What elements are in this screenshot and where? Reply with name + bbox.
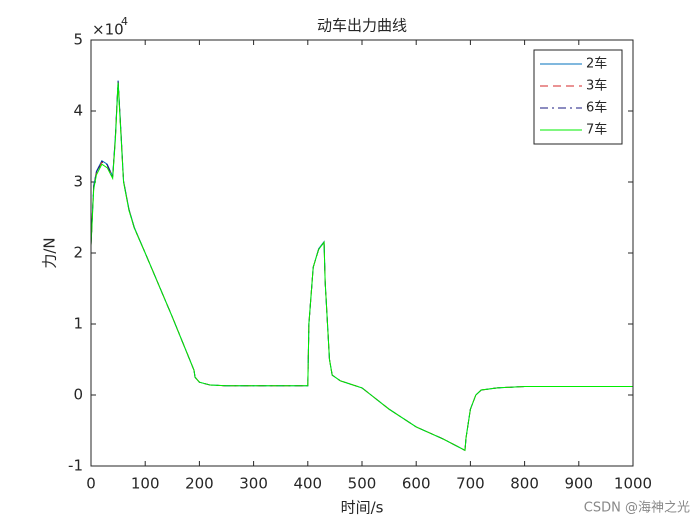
y-multiplier: ×10 [92,21,124,39]
y-axis-label: 力/N [41,237,59,268]
x-tick-label: 0 [86,475,96,493]
x-tick-label: 200 [185,475,214,493]
x-tick-label: 700 [456,475,485,493]
chart-title: 动车出力曲线 [317,17,407,35]
y-tick-label: 4 [73,102,83,120]
watermark: CSDN @海神之光 [584,501,690,516]
y-tick-label: -1 [68,457,83,475]
y-tick-label: 5 [73,31,83,49]
x-axis-label: 时间/s [341,499,384,517]
x-tick-label: 900 [564,475,593,493]
x-tick-label: 500 [348,475,377,493]
x-tick-label: 300 [239,475,268,493]
legend-label: 3车 [586,78,607,94]
x-tick-label: 400 [293,475,322,493]
x-tick-label: 100 [131,475,160,493]
legend-label: 7车 [586,122,607,138]
y-multiplier-power: 4 [121,15,128,28]
x-tick-label: 800 [510,475,539,493]
legend-box [533,49,623,145]
y-tick-label: 3 [73,173,83,191]
y-tick-label: 0 [73,386,83,404]
y-tick-label: 2 [73,244,83,262]
series-line [90,82,633,452]
legend-label: 6车 [586,100,607,116]
axes-box [90,39,634,467]
legend-label: 2车 [586,56,607,72]
x-tick-label: 600 [402,475,431,493]
x-tick-label: 1000 [614,475,652,493]
y-tick-label: 1 [73,315,83,333]
